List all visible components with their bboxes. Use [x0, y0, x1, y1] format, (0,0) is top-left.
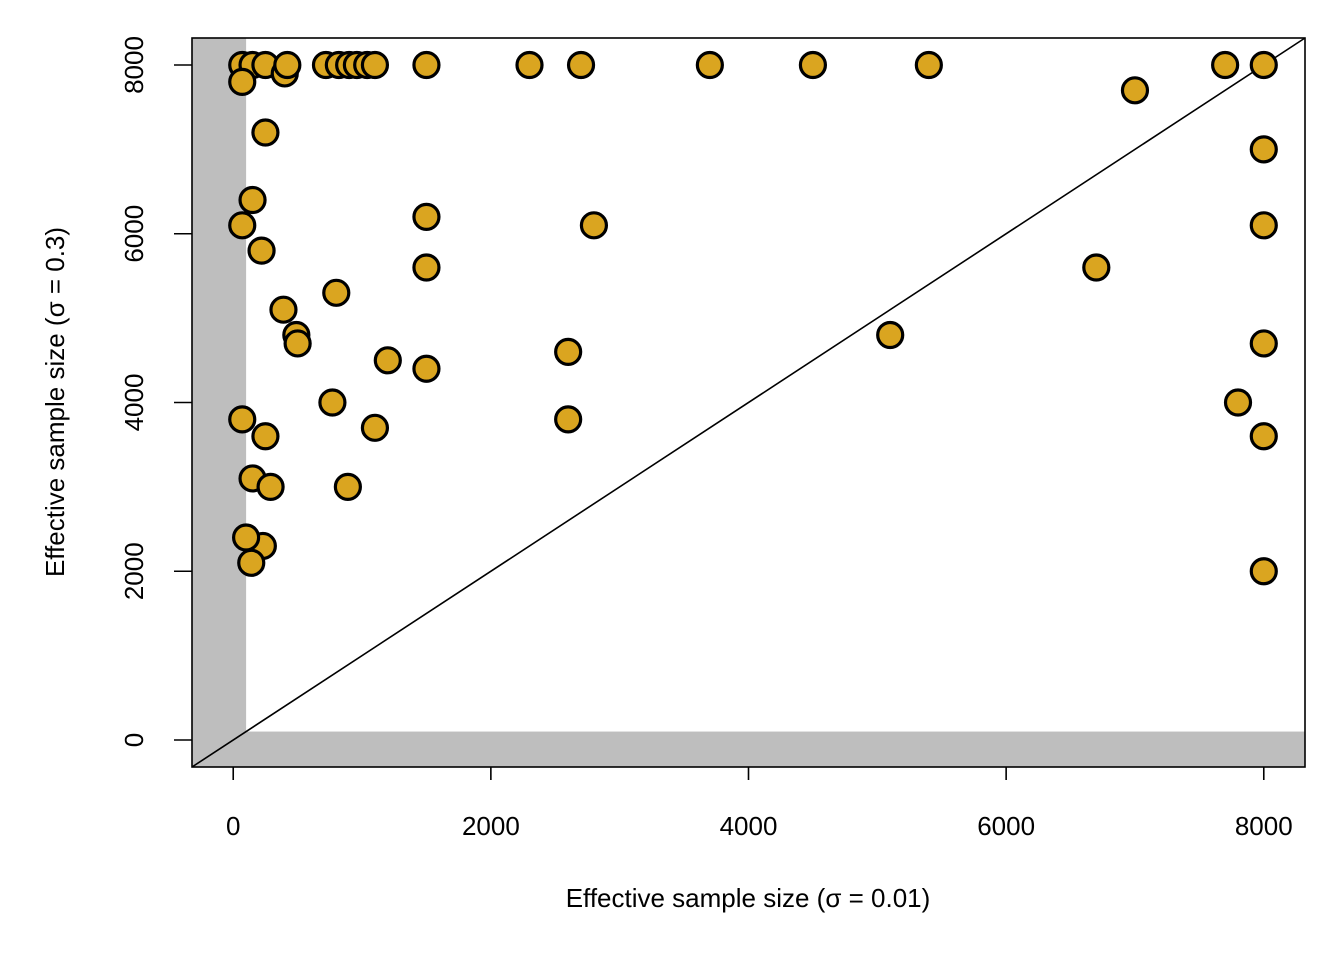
data-point-25: [247, 236, 276, 265]
data-point-11: [412, 50, 441, 80]
y-tick-label-3: 6000: [119, 205, 149, 263]
data-point-53: [1249, 557, 1278, 586]
data-point-30: [1082, 253, 1111, 282]
data-point-20: [251, 118, 280, 147]
y-tick-label-1: 2000: [119, 542, 149, 600]
data-point-18: [1249, 50, 1278, 80]
x-tick-label-4: 8000: [1235, 811, 1293, 841]
data-point-45: [251, 422, 280, 451]
data-point-52: [237, 548, 266, 577]
shade-y-below-threshold: [192, 731, 1305, 767]
data-point-40: [318, 388, 347, 417]
data-point-22: [1249, 135, 1278, 164]
data-point-14: [695, 50, 724, 80]
x-tick-label-1: 2000: [462, 811, 520, 841]
data-point-31: [322, 278, 351, 307]
y-axis: 0 2000 4000 6000 8000: [119, 36, 192, 747]
data-point-21: [1120, 76, 1150, 105]
data-point-37: [554, 337, 583, 366]
data-points: [228, 50, 1278, 586]
data-point-29: [412, 253, 441, 282]
low-ess-shaded-regions: [192, 38, 1305, 767]
data-point-39: [412, 354, 441, 383]
data-point-27: [579, 211, 609, 240]
data-point-19: [228, 67, 257, 96]
y-tick-label-0: 0: [119, 733, 149, 747]
data-point-26: [412, 202, 441, 231]
data-point-4: [273, 50, 302, 80]
x-tick-label-0: 0: [226, 811, 240, 841]
y-axis-label: Effective sample size (σ = 0.3): [40, 227, 70, 577]
data-point-10: [360, 50, 390, 80]
data-point-32: [269, 295, 298, 324]
data-point-51: [232, 523, 261, 552]
data-point-12: [515, 50, 544, 80]
data-point-44: [360, 413, 390, 442]
data-point-16: [914, 50, 943, 80]
y-tick-label-4: 8000: [119, 36, 149, 94]
data-point-46: [1249, 422, 1278, 451]
data-point-43: [554, 405, 583, 434]
data-point-24: [228, 211, 257, 240]
data-point-41: [1223, 388, 1253, 417]
x-tick-label-3: 6000: [977, 811, 1035, 841]
data-point-49: [333, 472, 362, 501]
data-point-48: [256, 472, 285, 501]
shade-x-below-threshold: [192, 38, 247, 767]
data-point-15: [798, 50, 828, 80]
data-point-23: [238, 185, 267, 215]
data-point-36: [1249, 329, 1278, 358]
x-axis-label: Effective sample size (σ = 0.01): [566, 883, 931, 913]
data-point-38: [373, 346, 402, 375]
y-tick-label-2: 4000: [119, 374, 149, 432]
x-axis: 0 2000 4000 6000 8000: [226, 767, 1293, 841]
data-point-35: [876, 320, 905, 350]
data-point-13: [566, 50, 596, 80]
data-point-17: [1211, 50, 1240, 80]
reference-line-layer: [191, 37, 1306, 768]
reference-line-y-equals-x: [191, 37, 1306, 768]
data-point-28: [1249, 211, 1278, 240]
x-tick-label-2: 4000: [720, 811, 778, 841]
data-point-34: [283, 329, 312, 358]
data-point-42: [228, 405, 257, 434]
